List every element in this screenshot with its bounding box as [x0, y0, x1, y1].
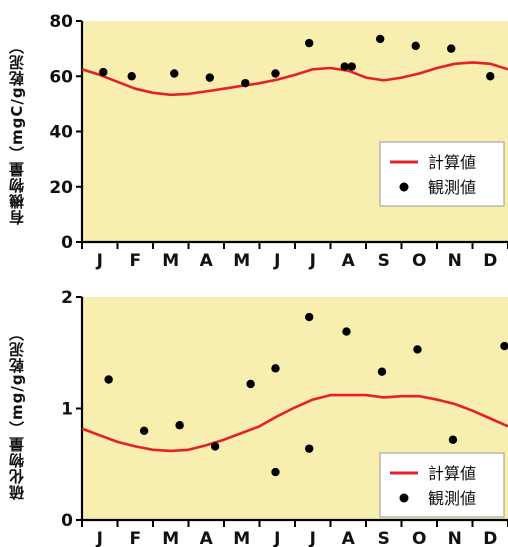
x-tick-label: D: [483, 251, 497, 271]
observed-point: [104, 375, 113, 384]
observed-point: [411, 41, 420, 51]
legend-label-calculated: 計算値: [428, 464, 476, 483]
observed-point: [170, 69, 179, 78]
x-tick-label: M: [233, 529, 250, 547]
x-tick-label: J: [96, 529, 103, 547]
x-tick-label: A: [200, 529, 214, 547]
x-tick-label: N: [448, 251, 462, 271]
x-tick-label: O: [412, 529, 426, 547]
observed-point: [99, 67, 108, 77]
x-tick-label: F: [129, 251, 141, 271]
calculated-line: [81, 61, 508, 97]
x-tick-label: J: [273, 529, 280, 547]
observed-point: [305, 38, 314, 48]
y-tick-label: 20: [49, 178, 73, 198]
x-tick-label: D: [483, 529, 497, 547]
observed-point: [139, 426, 149, 435]
legend-label-observed: 観測値: [428, 178, 476, 197]
observed-point: [413, 345, 422, 354]
x-tick-label: J: [309, 251, 316, 271]
observed-point: [486, 72, 495, 81]
observed-point: [271, 69, 280, 78]
observed-point: [210, 442, 220, 451]
observed-point: [347, 62, 356, 71]
observed-point: [376, 34, 385, 44]
x-tick-label: M: [233, 251, 250, 271]
y-tick-label: 0: [61, 233, 73, 253]
x-tick-label: A: [200, 251, 214, 271]
observed-point: [448, 435, 458, 444]
observed-point: [205, 73, 214, 82]
observed-point: [342, 327, 351, 336]
x-tick-label: J: [309, 529, 316, 547]
y-tick-label: 40: [49, 123, 73, 143]
observed-point: [271, 467, 280, 477]
legend-label-observed: 観測値: [428, 489, 476, 508]
observed-point: [377, 367, 387, 376]
observed-point: [175, 421, 184, 430]
observed-point: [500, 341, 508, 351]
x-tick-label: A: [342, 529, 356, 547]
observed-point: [127, 72, 136, 81]
x-tick-label: J: [96, 251, 103, 271]
y-tick-label: 2: [61, 288, 73, 308]
y-tick-label: 0: [61, 511, 73, 531]
observed-point: [305, 444, 314, 453]
legend-label-calculated: 計算値: [428, 153, 476, 172]
x-tick-label: J: [273, 251, 280, 271]
y-tick-label: 60: [49, 67, 73, 87]
legend-point-swatch: [399, 493, 409, 503]
x-tick-label: F: [129, 529, 141, 547]
x-tick-label: M: [162, 251, 179, 271]
legend-box: [379, 141, 505, 207]
observed-point: [241, 78, 250, 88]
observed-point: [305, 312, 314, 322]
plot-background: [82, 21, 508, 242]
observed-point: [246, 379, 255, 389]
x-tick-label: S: [378, 251, 390, 271]
x-tick-label: N: [448, 529, 462, 547]
y-tick-label: 80: [49, 12, 73, 32]
x-tick-label: S: [378, 529, 390, 547]
legend-box: [379, 452, 505, 518]
x-tick-label: O: [412, 251, 426, 271]
x-tick-label: M: [162, 529, 179, 547]
observed-point: [340, 62, 349, 71]
calculated-line: [81, 393, 508, 453]
x-tick-label: A: [342, 251, 356, 271]
y-tick-label: 1: [61, 400, 73, 420]
observed-point: [447, 44, 456, 53]
observed-point: [271, 364, 280, 373]
legend-point-swatch: [399, 182, 409, 192]
